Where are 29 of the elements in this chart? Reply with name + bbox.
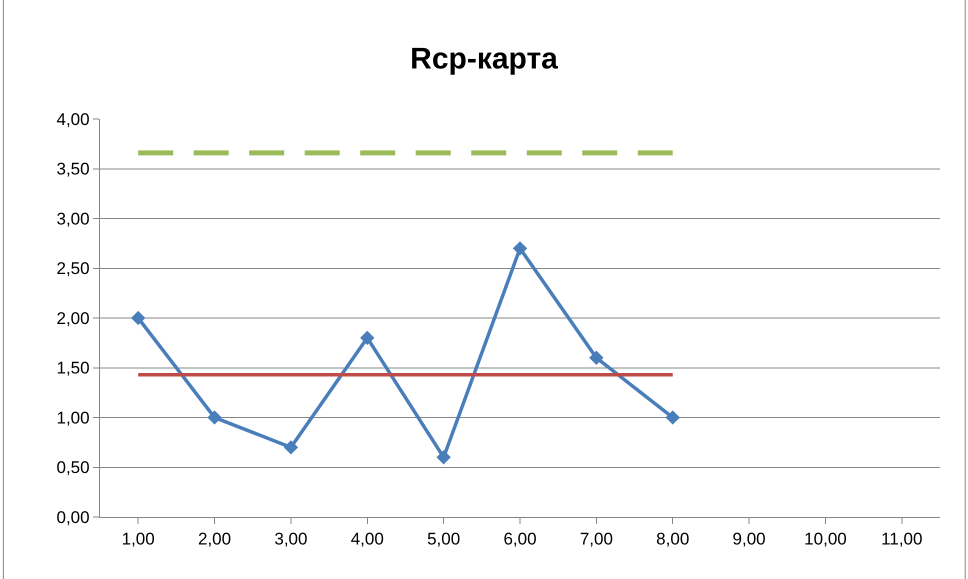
- x-tick-label: 11,00: [881, 529, 922, 548]
- x-tick-label: 1,00: [122, 529, 155, 548]
- y-tick-label: 3,50: [56, 160, 90, 179]
- x-tick-label: 4,00: [350, 529, 384, 548]
- x-tick-label: 3,00: [274, 529, 308, 548]
- x-tick-label: 6,00: [503, 529, 537, 548]
- y-tick-label: 0,00: [56, 508, 90, 527]
- point: [207, 410, 222, 425]
- y-tick-label: 3,00: [56, 209, 90, 228]
- y-tick-label: 4,00: [56, 110, 90, 129]
- x-tick-label: 9,00: [732, 529, 766, 548]
- x-tick-label: 10,00: [804, 529, 847, 548]
- point: [284, 440, 298, 454]
- y-tick-label: 1,00: [56, 408, 90, 428]
- point: [131, 310, 146, 326]
- x-tick-label: 7,00: [580, 529, 613, 548]
- y-tick-label: 0,50: [56, 458, 90, 478]
- point: [666, 410, 680, 425]
- x-tick-label: 5,00: [427, 529, 460, 548]
- y-tick-label: 2,50: [56, 259, 90, 278]
- point: [589, 350, 604, 365]
- point: [436, 450, 451, 464]
- y-tick-label: 1,50: [56, 358, 90, 378]
- x-tick-label: 2,00: [198, 529, 232, 548]
- point: [360, 330, 374, 346]
- chart-title: Rcp-карта: [410, 42, 558, 76]
- y-tick-label: 2,00: [56, 308, 90, 328]
- point: [512, 241, 528, 256]
- x-tick-label: 8,00: [656, 529, 690, 548]
